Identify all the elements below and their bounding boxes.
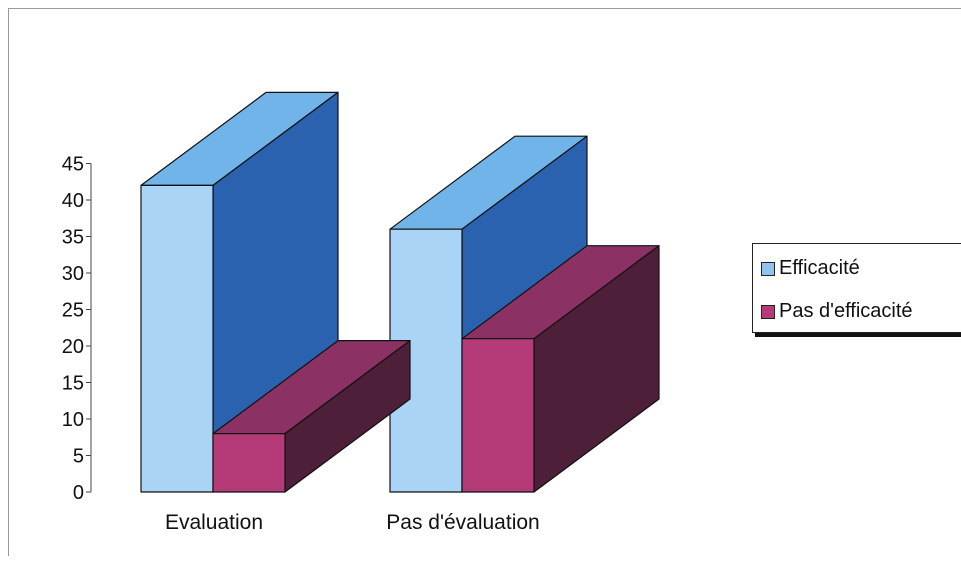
y-axis: 0 5 10 15 20 25 30 35 40 45 bbox=[62, 154, 92, 504]
x-tick-label: Evaluation bbox=[165, 511, 263, 534]
y-tick-label: 15 bbox=[62, 373, 84, 395]
legend-label-efficacite: Efficacité bbox=[779, 257, 860, 279]
legend-swatch-pas-efficacite bbox=[761, 304, 775, 319]
legend-swatch-efficacite bbox=[761, 261, 775, 276]
y-tick-label: 25 bbox=[62, 300, 84, 322]
y-tick-label: 30 bbox=[62, 263, 84, 285]
bar-0-1-front bbox=[212, 433, 286, 493]
y-tick-label: 40 bbox=[62, 190, 84, 212]
legend-item-pas-efficacite: Pas d'efficacité bbox=[761, 300, 913, 323]
y-tick-label: 20 bbox=[62, 336, 84, 358]
bars bbox=[140, 91, 660, 493]
bar-1-1-front bbox=[461, 338, 535, 493]
legend-item-efficacite: Efficacité bbox=[761, 257, 860, 280]
x-tick-label: Pas d'évaluation bbox=[386, 511, 539, 534]
legend: Efficacité Pas d'efficacité bbox=[752, 243, 961, 333]
y-tick-label: 5 bbox=[73, 446, 84, 468]
legend-label-pas-efficacite: Pas d'efficacité bbox=[779, 300, 913, 322]
chart-frame bbox=[8, 8, 961, 556]
bar-0-0-front bbox=[140, 184, 214, 493]
y-tick-label: 10 bbox=[62, 409, 84, 431]
y-tick-label: 0 bbox=[73, 482, 84, 504]
y-tick-label: 45 bbox=[62, 154, 84, 176]
x-axis-labels: Evaluation Pas d'évaluation bbox=[165, 511, 540, 534]
y-tick-label: 35 bbox=[62, 227, 84, 249]
